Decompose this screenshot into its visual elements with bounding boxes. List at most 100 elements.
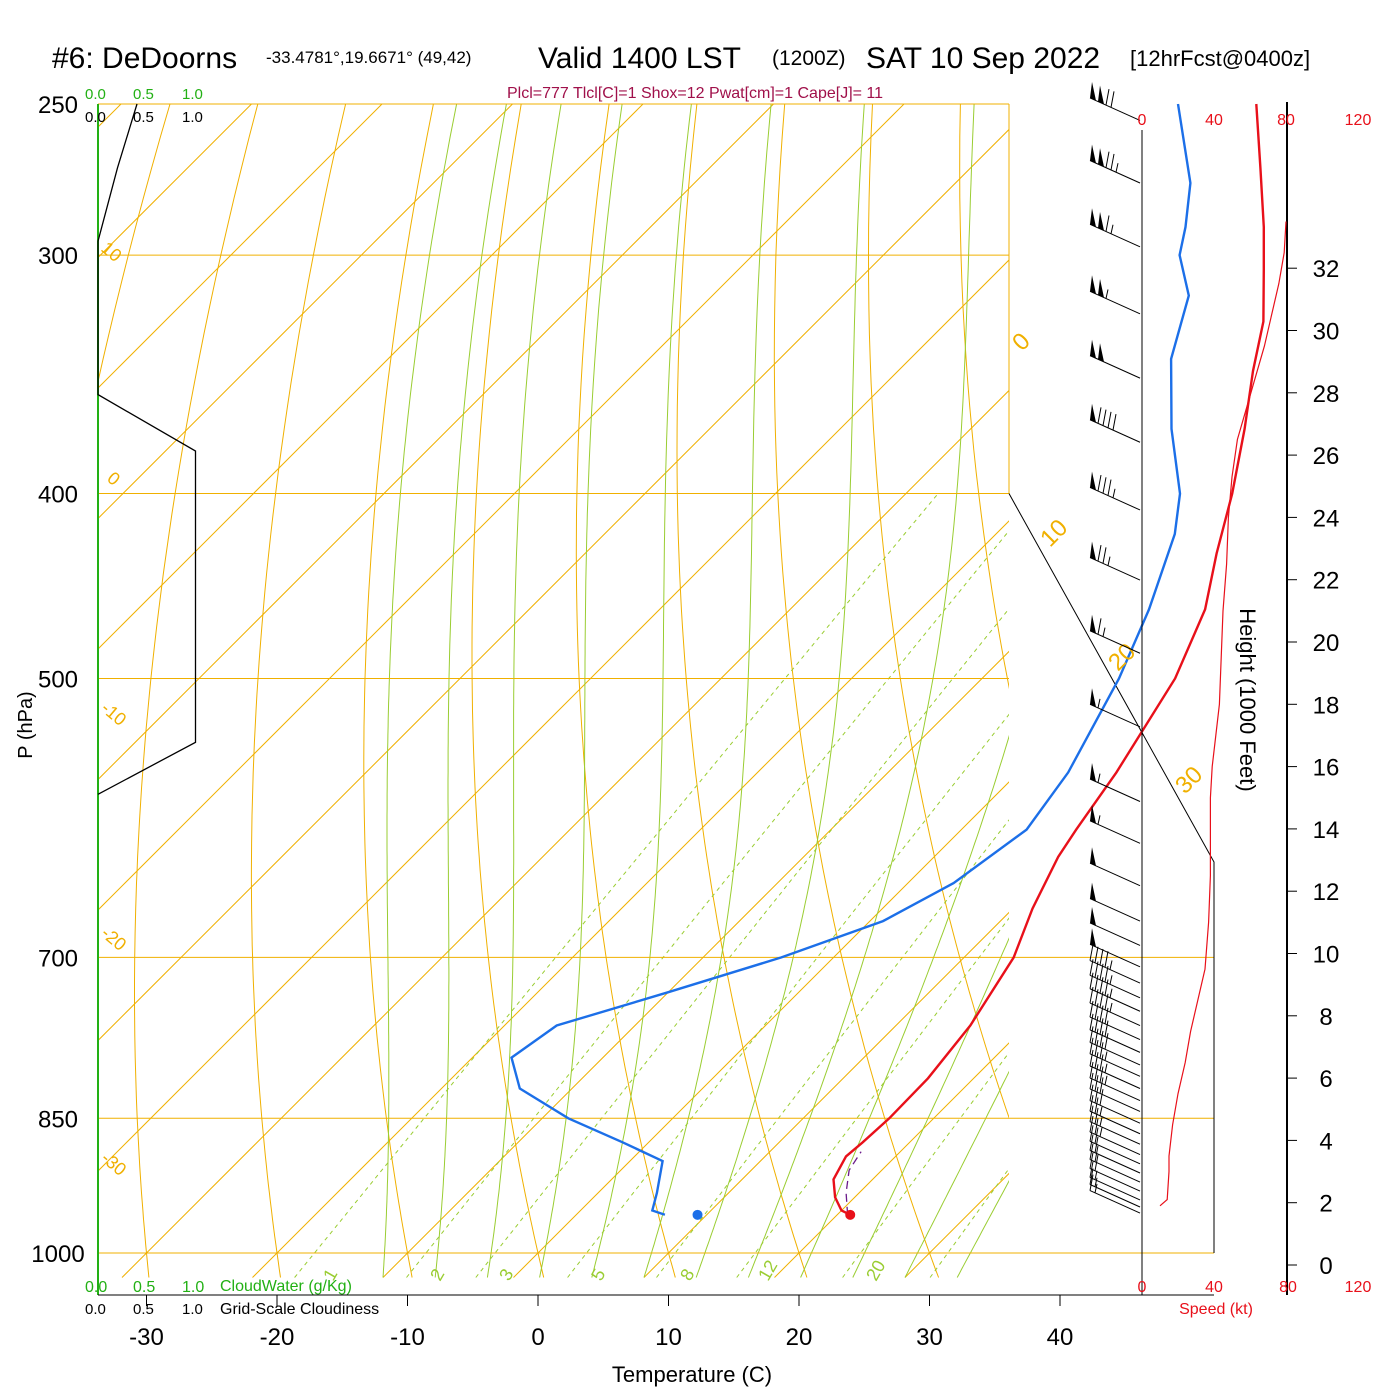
wind-barb-pennant <box>1090 688 1096 707</box>
speed-tick-top-120: 120 <box>1345 112 1372 129</box>
plot-frame <box>97 103 1215 1306</box>
isotherm-line <box>382 650 1009 1278</box>
height-tick-label: 20 <box>1313 630 1340 657</box>
speed-axis-label: Speed (kt) <box>1179 1301 1253 1318</box>
wind-barb-pennant <box>1090 882 1096 902</box>
wind-barb-full <box>1104 993 1109 1010</box>
wind-barb-pennant <box>1090 928 1096 947</box>
wind-barb-half <box>1097 815 1101 825</box>
wind-barb-pennant <box>1098 211 1104 231</box>
mixing-ratio-line <box>475 607 1009 1278</box>
height-tick-label: 14 <box>1313 817 1340 844</box>
wind-barb-half <box>1097 773 1101 783</box>
cloudiness-tick-bottom-0: 0.0 <box>85 1301 106 1318</box>
wind-barb-full <box>1094 1064 1099 1081</box>
wind-barb-full <box>1089 1143 1094 1160</box>
x-tick-label: 20 <box>786 1324 813 1351</box>
wind-barb-half <box>1109 1002 1113 1013</box>
isotherm-line <box>0 70 24 1277</box>
wind-barb-staff <box>1089 1168 1141 1192</box>
isotherm-line <box>98 104 775 781</box>
isotherm-label: 10 <box>97 238 125 266</box>
height-tick-label: 30 <box>1313 319 1340 346</box>
sounding-profiles <box>510 103 1265 1220</box>
wind-barb-staff <box>1089 1176 1141 1201</box>
chart-title-station: #6: DeDoorns <box>52 42 237 75</box>
wind-barb-full <box>1107 411 1112 428</box>
mixing-ratio-line <box>736 917 1009 1278</box>
wind-barb-half <box>1094 1177 1098 1187</box>
wind-barb-staff <box>1089 1131 1141 1156</box>
wind-barb <box>1089 1001 1141 1041</box>
wind-barb-half <box>1097 698 1101 709</box>
wind-barb-staff <box>1089 487 1141 511</box>
wind-barb-full <box>1089 1125 1094 1142</box>
wind-barb-full <box>1099 1005 1104 1022</box>
wind-barb-pennant <box>1090 847 1096 866</box>
wind-barb-full <box>1094 1145 1099 1162</box>
wind-barb-full <box>1089 1049 1094 1067</box>
wind-barb <box>1089 906 1141 946</box>
wind-barb-full <box>1089 1037 1094 1054</box>
mixing-ratio-line <box>294 493 939 1278</box>
wind-barb <box>1089 847 1141 887</box>
isotherm-line <box>98 104 905 911</box>
isobar-lines <box>98 103 1214 1254</box>
wind-barb-full <box>1104 979 1109 996</box>
wind-barb <box>1089 1174 1141 1214</box>
mixing-ratio-label: 5 <box>587 1265 609 1284</box>
mixing-ratio-label: 3 <box>495 1265 517 1284</box>
surface-dewpoint-dot <box>692 1209 703 1220</box>
mixing-ratio-lines: 1 2 3 5 8 12 20 <box>294 493 1009 1284</box>
wind-barb-full <box>1107 479 1112 496</box>
wind-barb-staff <box>1089 1016 1141 1041</box>
wind-barb-full <box>1089 1072 1094 1090</box>
isotherm-label: -10 <box>97 698 130 730</box>
wind-barb-full <box>1110 153 1115 171</box>
isotherm-label: -30 <box>97 1148 130 1180</box>
wind-barb-full <box>1094 1136 1099 1153</box>
wind-barb <box>1089 986 1141 1026</box>
dry-adiabat-line <box>134 104 259 1278</box>
wind-barb-full <box>1110 91 1115 108</box>
cloudwater-tick-top-1: 0.5 <box>133 86 154 103</box>
isotherm-line <box>98 128 1009 1042</box>
wind-barb <box>1089 1095 1141 1135</box>
wind-barb-staff <box>1089 290 1141 315</box>
cloudiness-tick-top-0: 0.0 <box>85 109 106 126</box>
dry-adiabat-lines <box>98 104 1009 1278</box>
moist-adiabat-line <box>956 1180 1009 1278</box>
cloudiness-tick-top-1: 0.5 <box>133 109 154 126</box>
y-tick-label: 1000 <box>31 1241 84 1268</box>
wind-barb-full <box>1105 215 1110 232</box>
wind-barb-half <box>1109 975 1113 985</box>
wind-barb-full <box>1104 1020 1109 1037</box>
wind-barb-half <box>1109 960 1113 970</box>
height-tick-label: 28 <box>1313 381 1340 408</box>
x-axis-title: Temperature (C) <box>612 1362 772 1387</box>
height-tick-label: 18 <box>1313 692 1340 719</box>
wind-barb-staff <box>1089 557 1141 581</box>
wind-barb-full <box>1104 965 1109 983</box>
wind-barb-pennant <box>1098 85 1104 105</box>
wind-barb-full <box>1099 1066 1104 1083</box>
wind-barb <box>1089 403 1141 443</box>
wind-barb-pennant <box>1090 144 1096 164</box>
wind-barb <box>1089 1168 1141 1208</box>
height-tick-label: 16 <box>1313 755 1340 782</box>
wind-barb-full <box>1097 618 1102 635</box>
wind-barb-full <box>1094 1118 1099 1135</box>
wind-barb-full <box>1089 1161 1094 1178</box>
dry-adiabat-label: 0 <box>1007 328 1036 357</box>
wind-barb-staff <box>1089 778 1141 802</box>
wind-barb-staff <box>1089 630 1141 654</box>
dry-adiabat-label: 20 <box>1103 638 1141 676</box>
isotherm-line <box>252 520 1009 1278</box>
wind-barb-full <box>1089 1152 1094 1169</box>
wind-barb-staff <box>1089 419 1141 443</box>
dry-adiabat-line <box>363 104 434 1278</box>
wind-barb-staff <box>1089 97 1141 121</box>
moist-adiabat-line <box>382 104 458 1278</box>
